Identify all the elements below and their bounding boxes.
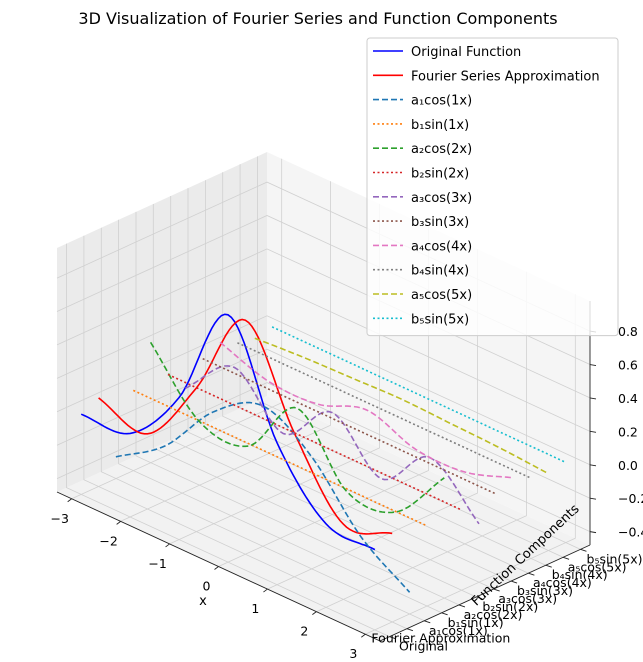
legend-entry: b₃sin(3x): [411, 215, 469, 230]
x-gridline: [120, 181, 332, 522]
y-tick-mark: [406, 628, 414, 632]
y-tick-mark: [441, 612, 448, 616]
series-line: [149, 341, 445, 514]
y-axis-line: [379, 544, 591, 642]
x-tick-mark: [116, 520, 121, 525]
y-tick-label: b₅sin(5x): [587, 551, 643, 566]
z-tick-label: 0.4: [618, 391, 638, 406]
series-line: [115, 401, 411, 593]
y-gridline: [135, 211, 460, 606]
x-gridline: [316, 271, 527, 613]
x-tick-mark: [165, 543, 170, 548]
z-gridline: [56, 382, 591, 532]
y-gridline: [170, 196, 494, 590]
y-tick-label: a₅cos(5x): [568, 559, 627, 574]
y-tick-mark: [424, 620, 431, 624]
x-tick-mark: [67, 498, 72, 503]
chart-title: 3D Visualization of Fourier Series and F…: [78, 9, 557, 28]
x-tick-label: 0: [203, 579, 211, 594]
y-tick-mark: [528, 572, 535, 576]
legend-entry: a₁cos(1x): [411, 94, 472, 109]
legend-entry: b₄sin(4x): [411, 264, 469, 279]
y-tick-label: Fourier Approximation: [371, 631, 510, 646]
x-tick-label: −1: [148, 556, 166, 571]
legend-entry: a₃cos(3x): [411, 191, 472, 206]
legend-entry: Fourier Series Approximation: [411, 69, 600, 84]
x-tick-mark: [263, 588, 268, 593]
y-tick-label: b₃sin(3x): [517, 583, 573, 598]
x-gridline: [365, 294, 576, 635]
series-line: [219, 341, 514, 479]
x-tick-mark: [312, 611, 317, 616]
y-tick-label: b₄sin(4x): [552, 567, 608, 582]
y-gridline: [118, 219, 442, 614]
y-gridline: [100, 227, 425, 622]
x-tick-label: −2: [99, 533, 117, 548]
series-line: [80, 313, 376, 551]
z-tick-label: 0.2: [618, 424, 638, 439]
y-gridline: [66, 243, 390, 637]
x-tick-mark: [214, 566, 219, 570]
x-tick-label: 1: [251, 601, 259, 616]
z-gridline: [56, 281, 591, 432]
z-tick-mark: [589, 397, 597, 400]
y-tick-label: b₂sin(2x): [482, 599, 538, 614]
y-tick-mark: [493, 588, 500, 592]
legend-entry: a₂cos(2x): [411, 142, 472, 157]
y-tick-label: b₁sin(1x): [448, 615, 504, 630]
y-tick-mark: [476, 596, 483, 600]
y-tick-mark: [389, 636, 396, 640]
legend-entry: b₅sin(5x): [411, 312, 469, 327]
z-tick-label: 0.6: [618, 358, 638, 373]
z-gridline: [56, 248, 591, 399]
y-tick-label: a₂cos(2x): [464, 607, 523, 622]
z-gridline: [56, 315, 591, 466]
legend-entry: b₁sin(1x): [411, 118, 469, 133]
z-tick-label: 0.8: [618, 324, 638, 339]
y-tick-mark: [580, 548, 587, 552]
y-gridline: [222, 172, 546, 566]
z-tick-mark: [589, 497, 597, 500]
y-tick-label: a₄cos(4x): [533, 575, 592, 590]
z-tick-mark: [589, 430, 597, 433]
legend-entry: b₂sin(2x): [411, 167, 469, 182]
y-tick-mark: [562, 556, 570, 560]
y-gridline: [257, 156, 581, 550]
x-tick-mark: [361, 633, 366, 638]
y-tick-label: a₃cos(3x): [498, 591, 557, 606]
z-tick-label: 0.0: [618, 458, 638, 473]
y-tick-mark: [545, 564, 552, 568]
y-tick-label: Original: [399, 639, 448, 654]
x-axis-label: x: [199, 594, 207, 609]
legend-entry: a₄cos(4x): [411, 239, 472, 254]
x-tick-label: 3: [349, 646, 357, 658]
y-tick-mark: [510, 580, 518, 584]
series-line: [254, 337, 549, 475]
legend-box: [366, 37, 619, 337]
legend-entry: Original Function: [411, 45, 521, 60]
y-gridline: [187, 188, 512, 582]
z-tick-mark: [589, 531, 597, 534]
series-line: [98, 318, 393, 535]
legend-entry: a₅cos(5x): [411, 288, 472, 303]
x-tick-label: 2: [300, 624, 308, 639]
z-tick-mark: [589, 364, 597, 366]
z-tick-label: −0.2: [618, 491, 643, 506]
z-tick-mark: [589, 464, 597, 467]
x-tick-label: −3: [50, 511, 68, 526]
z-gridline: [56, 348, 591, 499]
z-tick-label: −0.4: [618, 525, 643, 540]
y-tick-mark: [458, 604, 466, 608]
y-tick-label: a₁cos(1x): [429, 623, 488, 638]
y-gridline: [83, 235, 408, 630]
